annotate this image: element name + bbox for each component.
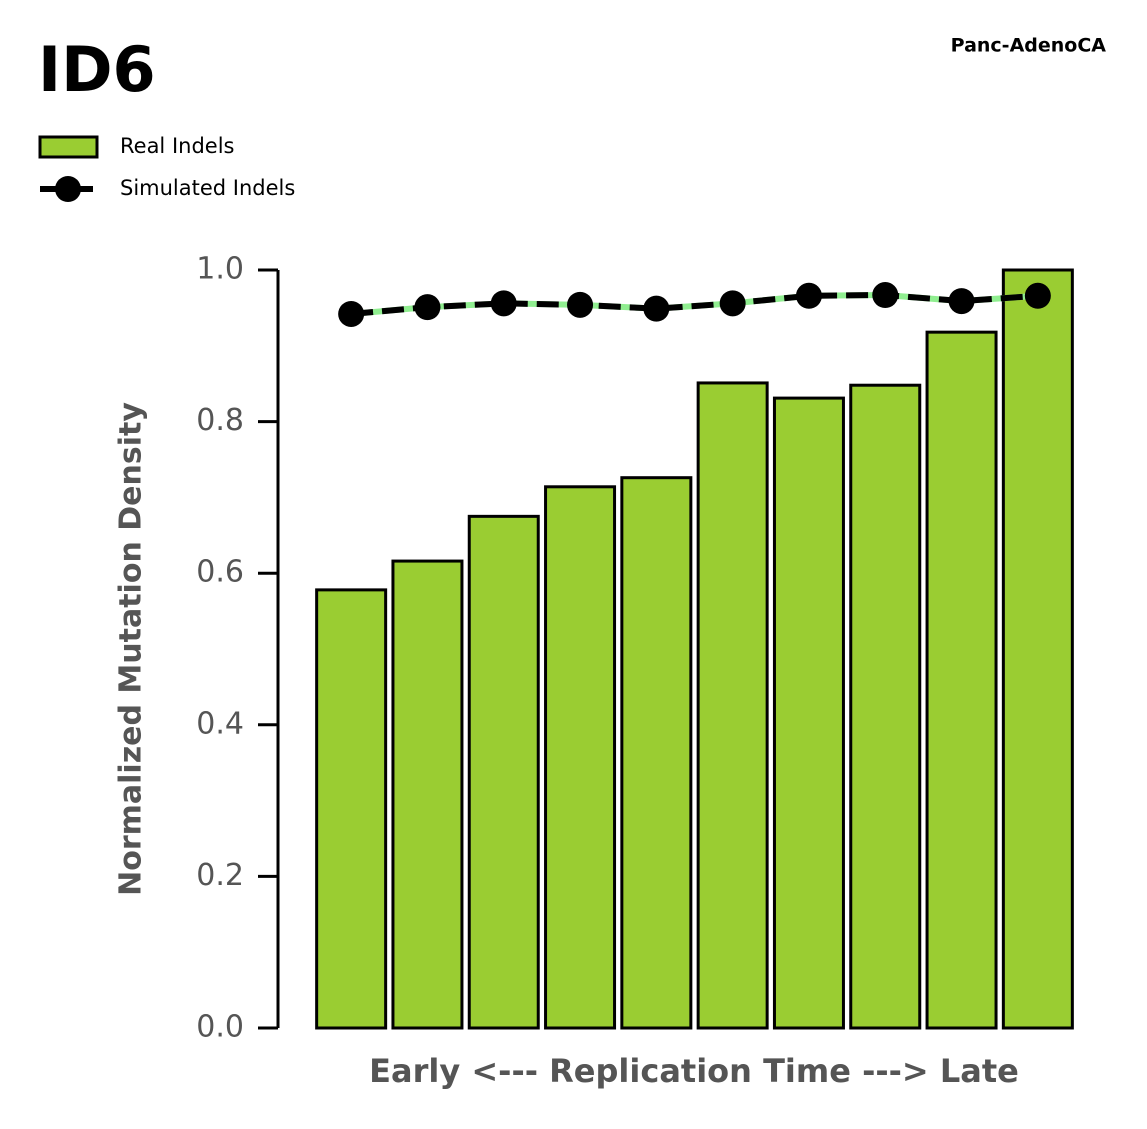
line-point [948, 288, 975, 315]
bar [391, 559, 464, 1030]
bar [315, 588, 388, 1030]
legend-swatch [38, 135, 99, 159]
y-tick-label: 0.0 [196, 1010, 244, 1045]
legend-label: Simulated Indels [120, 176, 295, 200]
line-point [567, 291, 594, 318]
bar [620, 476, 693, 1030]
y-tick-label: 0.2 [196, 858, 244, 893]
bar [772, 396, 845, 1030]
chart-subtitle: Panc-AdenoCA [951, 35, 1107, 57]
line-point [795, 282, 822, 309]
bar [849, 383, 922, 1030]
x-axis-label: Early <--- Replication Time ---> Late [369, 1052, 1019, 1090]
line-point [719, 290, 746, 317]
legend-label: Real Indels [120, 134, 234, 158]
bar [925, 330, 998, 1030]
bar [544, 485, 617, 1030]
line-point [338, 300, 365, 327]
line-point [414, 294, 441, 321]
bar [467, 514, 540, 1030]
y-tick-label: 0.4 [196, 706, 244, 741]
y-tick-label: 0.8 [196, 403, 244, 438]
y-tick-label: 1.0 [196, 252, 244, 287]
legend-swatch [55, 176, 81, 202]
bar [1001, 268, 1074, 1030]
line-point [1024, 282, 1051, 309]
y-tick-label: 0.6 [196, 555, 244, 590]
bar [696, 381, 769, 1030]
line-point [643, 295, 670, 322]
line-point [872, 282, 899, 309]
line-point [490, 290, 517, 317]
line [350, 292, 1039, 317]
chart-title: ID6 [38, 33, 156, 106]
y-axis-label: Normalized Mutation Density [114, 402, 149, 896]
